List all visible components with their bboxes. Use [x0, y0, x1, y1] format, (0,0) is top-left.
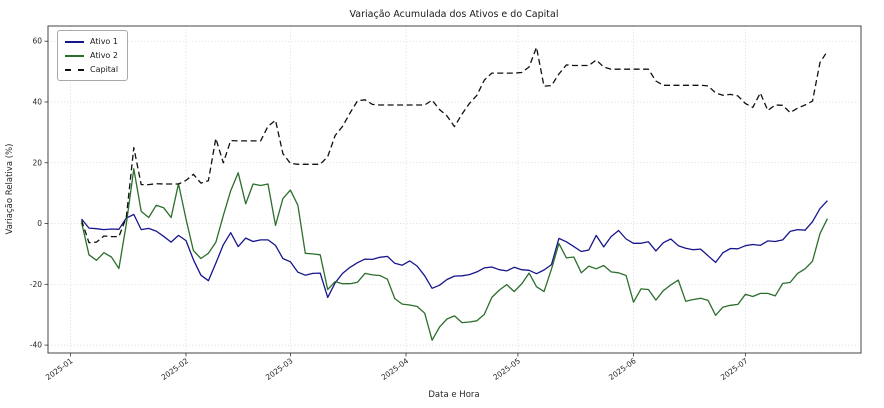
- x-tick-label: 2025-03: [264, 356, 295, 382]
- plot-border: [47, 25, 862, 354]
- axes-spines: [47, 25, 862, 354]
- chart-title: Variação Acumulada dos Ativos e do Capit…: [350, 9, 559, 20]
- series-line-ativo-1: [81, 200, 828, 299]
- y-tick-label: 20: [32, 158, 42, 167]
- legend-item-ativo-1: Ativo 1: [65, 36, 118, 47]
- legend-item-ativo-2: Ativo 2: [65, 50, 118, 61]
- y-tick-label: -20: [30, 280, 42, 289]
- grid: [48, 26, 861, 353]
- series-lines: [80, 46, 828, 341]
- legend-label: Capital: [90, 65, 119, 74]
- legend-line-swatch: [65, 40, 84, 43]
- x-tick-label: 2025-04: [380, 356, 411, 382]
- series-line-ativo-2: [80, 168, 828, 341]
- legend: Ativo 1 Ativo 2 Capital: [57, 30, 129, 81]
- y-tick-label: 40: [32, 97, 42, 106]
- y-tick-label: -40: [30, 341, 42, 350]
- legend-label: Ativo 1: [90, 37, 118, 46]
- x-tick-label: 2025-07: [719, 356, 750, 382]
- legend-line-swatch: [65, 68, 84, 71]
- y-axis-label: Variação Relativa (%): [5, 144, 15, 235]
- x-tick-label: 2025-06: [607, 356, 638, 382]
- x-tick-label: 2025-05: [491, 356, 522, 382]
- legend-line-swatch: [65, 54, 84, 57]
- x-tick-label: 2025-02: [160, 356, 191, 382]
- legend-item-capital: Capital: [65, 64, 118, 75]
- y-tick-label: 0: [37, 219, 42, 228]
- x-axis-label: Data e Hora: [428, 390, 479, 400]
- legend-label: Ativo 2: [90, 51, 118, 60]
- x-tick-label: 2025-01: [44, 356, 75, 382]
- y-tick-label: 60: [32, 37, 42, 46]
- series-line-capital: [80, 46, 828, 244]
